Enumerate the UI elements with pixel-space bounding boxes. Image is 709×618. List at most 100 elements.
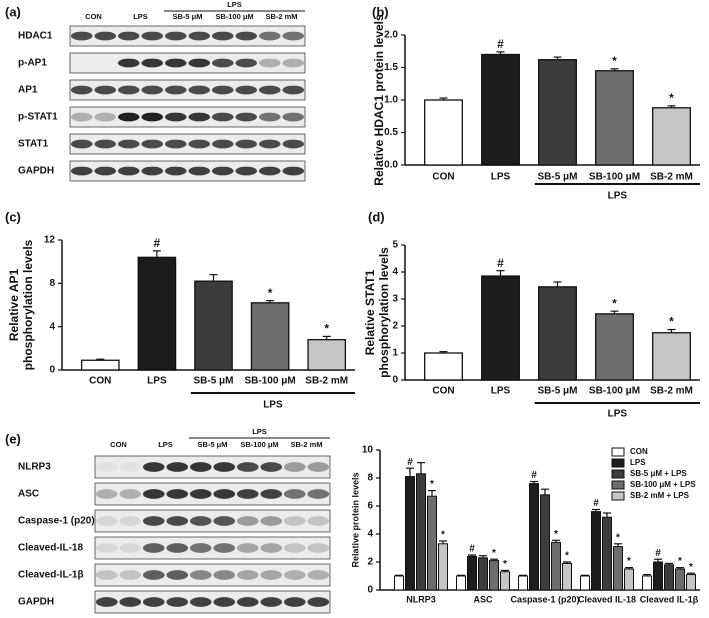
panel-label: (e) <box>5 431 21 446</box>
blot-band <box>164 58 187 68</box>
x-tick-label: CON <box>432 386 454 397</box>
x-tick-label: LPS <box>491 172 511 183</box>
blot-band <box>141 31 164 41</box>
blot-band <box>166 597 189 607</box>
blot-band <box>141 85 164 95</box>
bar <box>551 541 561 591</box>
blot-band <box>117 139 140 149</box>
blot-band <box>189 462 212 472</box>
blot-row-label: ASC <box>18 489 39 500</box>
annotation: # <box>593 498 599 509</box>
annotation: * <box>612 54 617 68</box>
x-tick-label: Cleaved IL-1β <box>640 594 699 604</box>
blot-band <box>94 85 117 95</box>
bar <box>405 476 415 591</box>
blot-band <box>119 570 142 580</box>
panel-label: (d) <box>368 209 385 224</box>
x-tick-label: Caspase-1 (p20) <box>510 594 579 604</box>
blot-band <box>117 166 140 176</box>
y-axis-label: Relative STAT1 <box>363 269 377 355</box>
lane-label: SB-5 μM <box>172 12 202 21</box>
bar <box>416 473 426 591</box>
x-tick-label: SB-5 μM <box>537 172 577 183</box>
annotation: * <box>492 548 496 559</box>
blot-band <box>258 139 281 149</box>
lane-label: LPS <box>158 440 173 449</box>
blot-band <box>307 516 330 526</box>
blot-band <box>211 85 234 95</box>
blot-band <box>283 516 306 526</box>
legend-swatch <box>611 469 625 479</box>
blot-band <box>95 543 118 553</box>
y-tick-label: 12 <box>44 235 56 246</box>
blot-row-label: p-STAT1 <box>18 112 58 123</box>
x-tick-label: CON <box>89 376 111 387</box>
legend-swatch <box>611 458 625 468</box>
y-axis-label: Relative AP1 <box>7 269 21 342</box>
bar <box>642 575 652 591</box>
y-tick-label: 8 <box>49 278 55 289</box>
blot-band <box>282 85 305 95</box>
y-tick-label: 3 <box>392 294 398 305</box>
blot-band <box>117 58 140 68</box>
blot-band <box>283 462 306 472</box>
blot-band <box>95 570 118 580</box>
blot-band <box>282 166 305 176</box>
blot-band <box>188 85 211 95</box>
lane-label: SB-2 mM <box>265 12 297 21</box>
blot-band <box>307 462 330 472</box>
blot-band <box>166 570 189 580</box>
x-tick-label: SB-2 mM <box>650 172 693 183</box>
y-tick-label: 8 <box>367 473 373 484</box>
blot-band <box>117 31 140 41</box>
blot-band <box>236 570 259 580</box>
blot-band <box>164 31 187 41</box>
blot-band <box>141 139 164 149</box>
y-tick-label: 1 <box>392 348 398 359</box>
blot-band <box>260 570 283 580</box>
x-tick-label: ASC <box>473 594 493 604</box>
y-tick-label: 4 <box>49 321 55 332</box>
blot-band <box>117 112 140 122</box>
blot-band <box>307 597 330 607</box>
annotation: * <box>430 479 434 490</box>
blot-band <box>260 516 283 526</box>
blot-band <box>189 597 212 607</box>
blot-strip <box>69 106 306 128</box>
bar <box>562 562 572 591</box>
blot-band <box>70 85 93 95</box>
blot-band <box>94 31 117 41</box>
legend-swatch <box>611 491 625 501</box>
panel-label: (c) <box>5 209 21 224</box>
blot-band <box>236 597 259 607</box>
bar <box>80 359 120 371</box>
blot-band <box>213 570 236 580</box>
panel-label: (b) <box>372 4 389 19</box>
blot-band <box>282 31 305 41</box>
blot-band <box>211 139 234 149</box>
x-tick-label: LPS <box>147 376 167 387</box>
blot-band <box>211 112 234 122</box>
blot-band <box>283 597 306 607</box>
x-tick-label: SB-2 mM <box>305 376 348 387</box>
blot-strip <box>94 482 331 506</box>
blot-band <box>166 543 189 553</box>
bar <box>481 53 520 166</box>
blot-band <box>141 58 164 68</box>
blot-band <box>95 516 118 526</box>
bar <box>424 99 463 166</box>
blot-row-label: NLRP3 <box>18 462 51 473</box>
y-tick-label: 1.0 <box>384 95 398 106</box>
x-tick-label: SB-5 μM <box>537 386 577 397</box>
annotation: # <box>407 457 413 468</box>
bar <box>580 575 590 591</box>
blot-band <box>142 489 165 499</box>
blot-band <box>235 85 258 95</box>
blot-band <box>260 462 283 472</box>
bar <box>250 302 290 371</box>
blot-band <box>166 462 189 472</box>
bar <box>613 546 623 591</box>
group-label: LPS <box>608 409 628 420</box>
annotation: * <box>689 562 693 573</box>
blot-band <box>70 139 93 149</box>
